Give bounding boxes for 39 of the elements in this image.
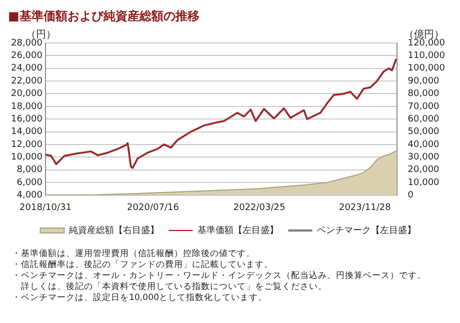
text: ・基準価額は、運用管理費用（信託報酬）控除後の値です。 (12, 249, 256, 260)
chart-title: ■基準価額および純資産総額の推移 (8, 8, 200, 25)
x-tick-label: 2018/10/31 (20, 202, 72, 213)
y-tick-label: 16,000 (10, 114, 43, 124)
y-tick-label: 18,000 (10, 102, 43, 112)
y-tick-label: 10,000 (10, 152, 43, 162)
y2-tick-label: 80,000 (408, 89, 440, 100)
y-tick-label: 22,000 (10, 76, 43, 86)
y2-tick-label: 40,000 (408, 140, 440, 150)
y-tick-label: 20,000 (10, 89, 43, 100)
y-tick-label: 8,000 (16, 165, 43, 176)
x-tick-label: 2020/07/16 (127, 202, 180, 213)
text: ・信託報酬率は、後記の「ファンドの費用」に記載しています。 (12, 260, 274, 271)
y2-tick-label: 10,000 (408, 178, 440, 188)
legend-label: 純資産総額【右目盛】 (68, 224, 159, 236)
y-tick-label: 6,000 (16, 178, 43, 188)
y2-tick-label: 90,000 (408, 76, 440, 86)
y2-tick-label: 20,000 (408, 165, 440, 176)
y2-tick-label: 70,000 (408, 102, 440, 112)
y-tick-label: 14,000 (10, 127, 43, 138)
y-tick-label: 24,000 (10, 64, 43, 74)
y2-tick-label: 100,000 (408, 64, 446, 74)
legend-label: 基準価額【左目盛】 (197, 224, 278, 236)
x-tick-label: 2022/03/25 (233, 202, 286, 213)
x-tick-label: 2023/11/28 (338, 202, 392, 213)
y2-tick-label: 120,000 (408, 38, 446, 48)
legend-label: ベンチマーク【左目盛】 (316, 224, 416, 236)
y2-tick-label: 0 (408, 190, 414, 201)
y-tick-label: 4,000 (16, 190, 43, 201)
y2-tick-label: 60,000 (408, 114, 440, 124)
y2-tick-label: 30,000 (408, 152, 440, 162)
text: ・ベンチマークは、オール・カントリー・ワールド・インデックス（配当込み、円換算ベース）です。 (12, 271, 427, 282)
y-tick-label: 26,000 (10, 51, 43, 62)
y2-tick-label: 110,000 (408, 51, 446, 62)
y-tick-label: 28,000 (10, 38, 43, 48)
y-tick-label: 12,000 (10, 140, 43, 150)
y2-tick-label: 50,000 (408, 127, 440, 138)
text: ・ベンチマークは、設定日を10,000として指数化しています。 (12, 293, 268, 304)
text: 詳しくは、後記の「本資料で使用している指数について」をご覧ください。 (20, 282, 328, 292)
